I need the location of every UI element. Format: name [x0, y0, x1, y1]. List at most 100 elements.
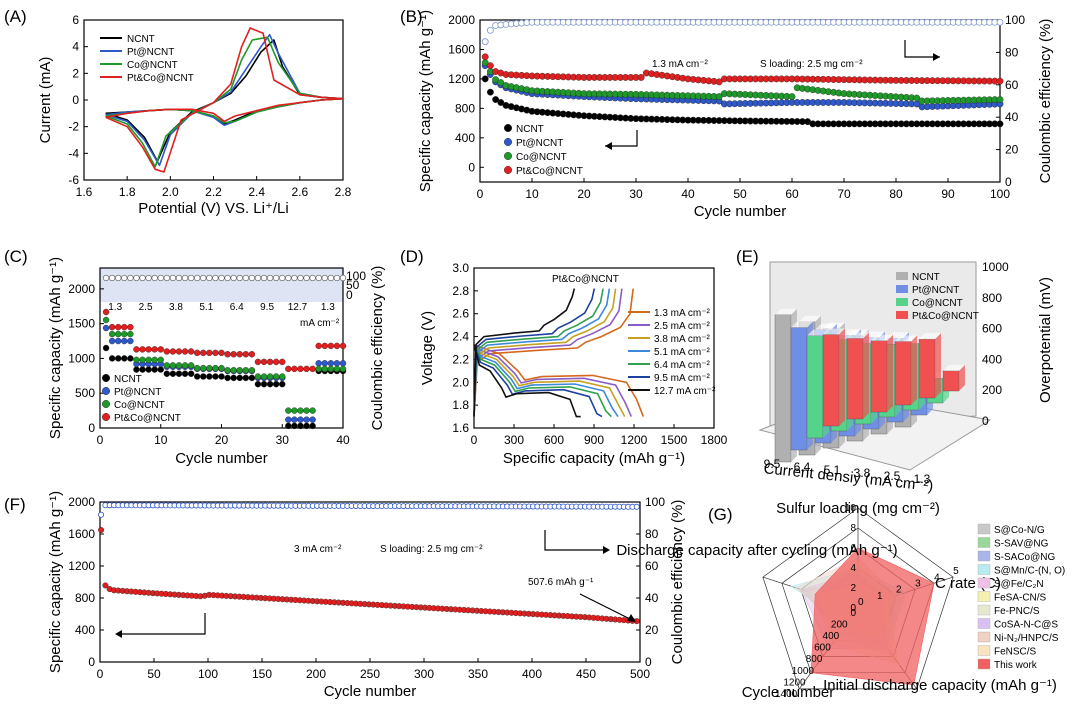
x-tick-label: 0: [97, 667, 104, 681]
discharge-curve: [473, 344, 619, 418]
y-tick-label: 2.8: [452, 284, 469, 298]
radar-tick-label: 600: [814, 643, 831, 654]
radar-tick-label: 800: [806, 654, 823, 665]
capacity-point: [187, 362, 195, 369]
y-tick-label: 1200: [68, 559, 95, 573]
radar-axis-title: C rate (C): [935, 575, 1001, 592]
z-tick-label: 600: [982, 322, 1002, 336]
capacity-point: [206, 364, 213, 372]
y-tick-label: 1200: [448, 72, 475, 86]
radar-tick-label: 1: [877, 591, 883, 602]
bar: [790, 327, 808, 451]
capacity-point: [151, 356, 158, 364]
x-tick-label: 100: [198, 667, 218, 681]
legend-label: S-SACo@NG: [994, 552, 1055, 563]
legend-marker: [504, 123, 513, 132]
capacity-point: [333, 365, 341, 373]
x-tick-label: 60: [785, 187, 799, 201]
x-axis-title: Cycle number: [694, 203, 787, 220]
charge-curve: [473, 288, 617, 417]
capacity-point: [309, 407, 316, 414]
radar-tick-label: 2: [850, 583, 856, 594]
efficiency-point: [102, 274, 110, 282]
bar: [806, 335, 824, 439]
capacity-point: [309, 422, 316, 430]
y-tick-label: 2.0: [452, 375, 469, 389]
y-tick-label: 2.2: [452, 352, 469, 366]
legend-swatch: [977, 631, 991, 643]
y-tick-label: 800: [75, 591, 95, 605]
efficiency-point: [157, 274, 164, 282]
efficiency-point: [163, 274, 170, 282]
capacity-point: [139, 366, 146, 373]
capacity-point: [339, 360, 347, 367]
efficiency-point: [145, 274, 152, 282]
annotation-loading: S loading: 2.5 mg cm⁻²: [760, 59, 863, 70]
efficiency-point: [175, 274, 183, 282]
capacity-point: [285, 416, 292, 423]
capacity-point: [321, 365, 328, 373]
x-tick-label: 350: [468, 667, 488, 681]
y-tick-label: 1.6: [452, 421, 469, 435]
capacity-point: [481, 75, 489, 83]
capacity-point: [230, 367, 237, 374]
y2-tick-label: 80: [645, 527, 659, 541]
legend-label: Co@NCNT: [912, 298, 963, 309]
z-tick-label: 800: [982, 291, 1002, 305]
legend-label: Co@NCNT: [516, 152, 567, 163]
bar-top: [847, 332, 869, 339]
capacity-point: [193, 349, 201, 357]
legend-label: 5.1 mA cm⁻²: [654, 347, 711, 358]
capacity-point: [206, 349, 213, 357]
capacity-point: [248, 351, 256, 358]
efficiency-point: [109, 274, 116, 282]
y-tick-label: 0: [88, 655, 95, 669]
capacity-point: [163, 362, 171, 369]
x-tick-label: 1200: [621, 433, 648, 447]
y-tick-label: 1600: [448, 42, 475, 56]
efficiency-point: [206, 274, 213, 282]
capacity-point: [327, 342, 335, 350]
arrow-left: [120, 613, 206, 635]
capacity-point: [115, 323, 122, 331]
efficiency-point: [633, 503, 640, 510]
capacity-point: [127, 337, 134, 345]
y2-tick-label: 100: [645, 495, 665, 509]
capacity-point: [212, 373, 219, 380]
capacity-point: [497, 99, 505, 106]
discharge-curve: [473, 344, 612, 418]
capacity-point: [151, 346, 158, 353]
radar-tick-label: 0: [858, 597, 864, 608]
legend-label: Pt&Co@NCNT: [114, 413, 181, 424]
legend-label: 12.7 mA cm⁻²: [654, 386, 716, 397]
rate-label: 2.5: [139, 302, 153, 313]
radar-axis-title: Discharge capacity after cycling (mAh g⁻…: [616, 542, 897, 559]
capacity-point: [303, 416, 310, 423]
y2-tick-label: 0: [645, 655, 652, 669]
x-tick-label: 900: [584, 433, 604, 447]
capacity-point: [486, 62, 494, 70]
legend-swatch: [977, 658, 991, 670]
panel-f: (F)0 50 100 150 200 250 300 350 400 450 5000400800…: [4, 491, 686, 700]
y2-tick-label: 100: [346, 269, 366, 283]
efficiency-point: [194, 274, 201, 282]
x-tick-label: 300: [504, 433, 524, 447]
capacity-point: [200, 349, 207, 357]
bar-side: [863, 332, 869, 419]
y2-tick-label: 100: [1005, 13, 1025, 27]
y-tick-label: 800: [455, 101, 475, 115]
efficiency-point: [254, 274, 262, 282]
capacity-point: [102, 308, 110, 316]
y2-tick-label: 60: [645, 559, 659, 573]
efficiency-point: [248, 274, 255, 282]
efficiency-point: [139, 274, 146, 282]
x-tick-label: 70: [837, 187, 851, 201]
capacity-point: [321, 360, 328, 367]
legend-label: Co@NCNT: [127, 60, 178, 71]
y-tick-label: 2.4: [452, 330, 469, 344]
capacity-point: [145, 356, 152, 364]
y2-tick-label: 40: [1005, 110, 1019, 124]
capacity-point: [169, 362, 177, 369]
y-tick-label: 0: [88, 421, 95, 435]
radar-tick-label: 8: [850, 523, 856, 534]
